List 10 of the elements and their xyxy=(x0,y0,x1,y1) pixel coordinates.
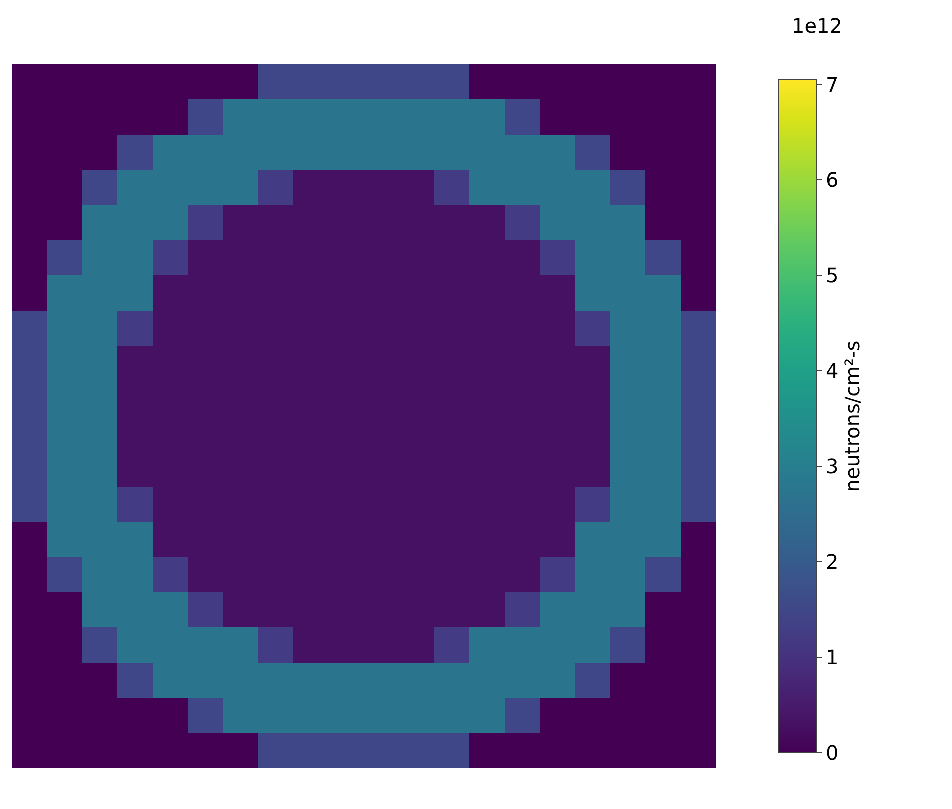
color-bar-label: 2 xyxy=(826,550,839,574)
color-bar-label: 1 xyxy=(826,646,839,670)
color-bar-label: 3 xyxy=(826,454,839,479)
color-bar-label: 6 xyxy=(826,168,839,192)
color-bar-label: 4 xyxy=(826,359,839,384)
color-bar-label: 5 xyxy=(826,264,839,288)
color-bar-title: neutrons/cm²-s xyxy=(840,340,865,492)
text: 1e12 xyxy=(792,14,842,38)
color-bar-label: 7 xyxy=(826,72,839,97)
color-bar-label: 0 xyxy=(826,741,839,765)
